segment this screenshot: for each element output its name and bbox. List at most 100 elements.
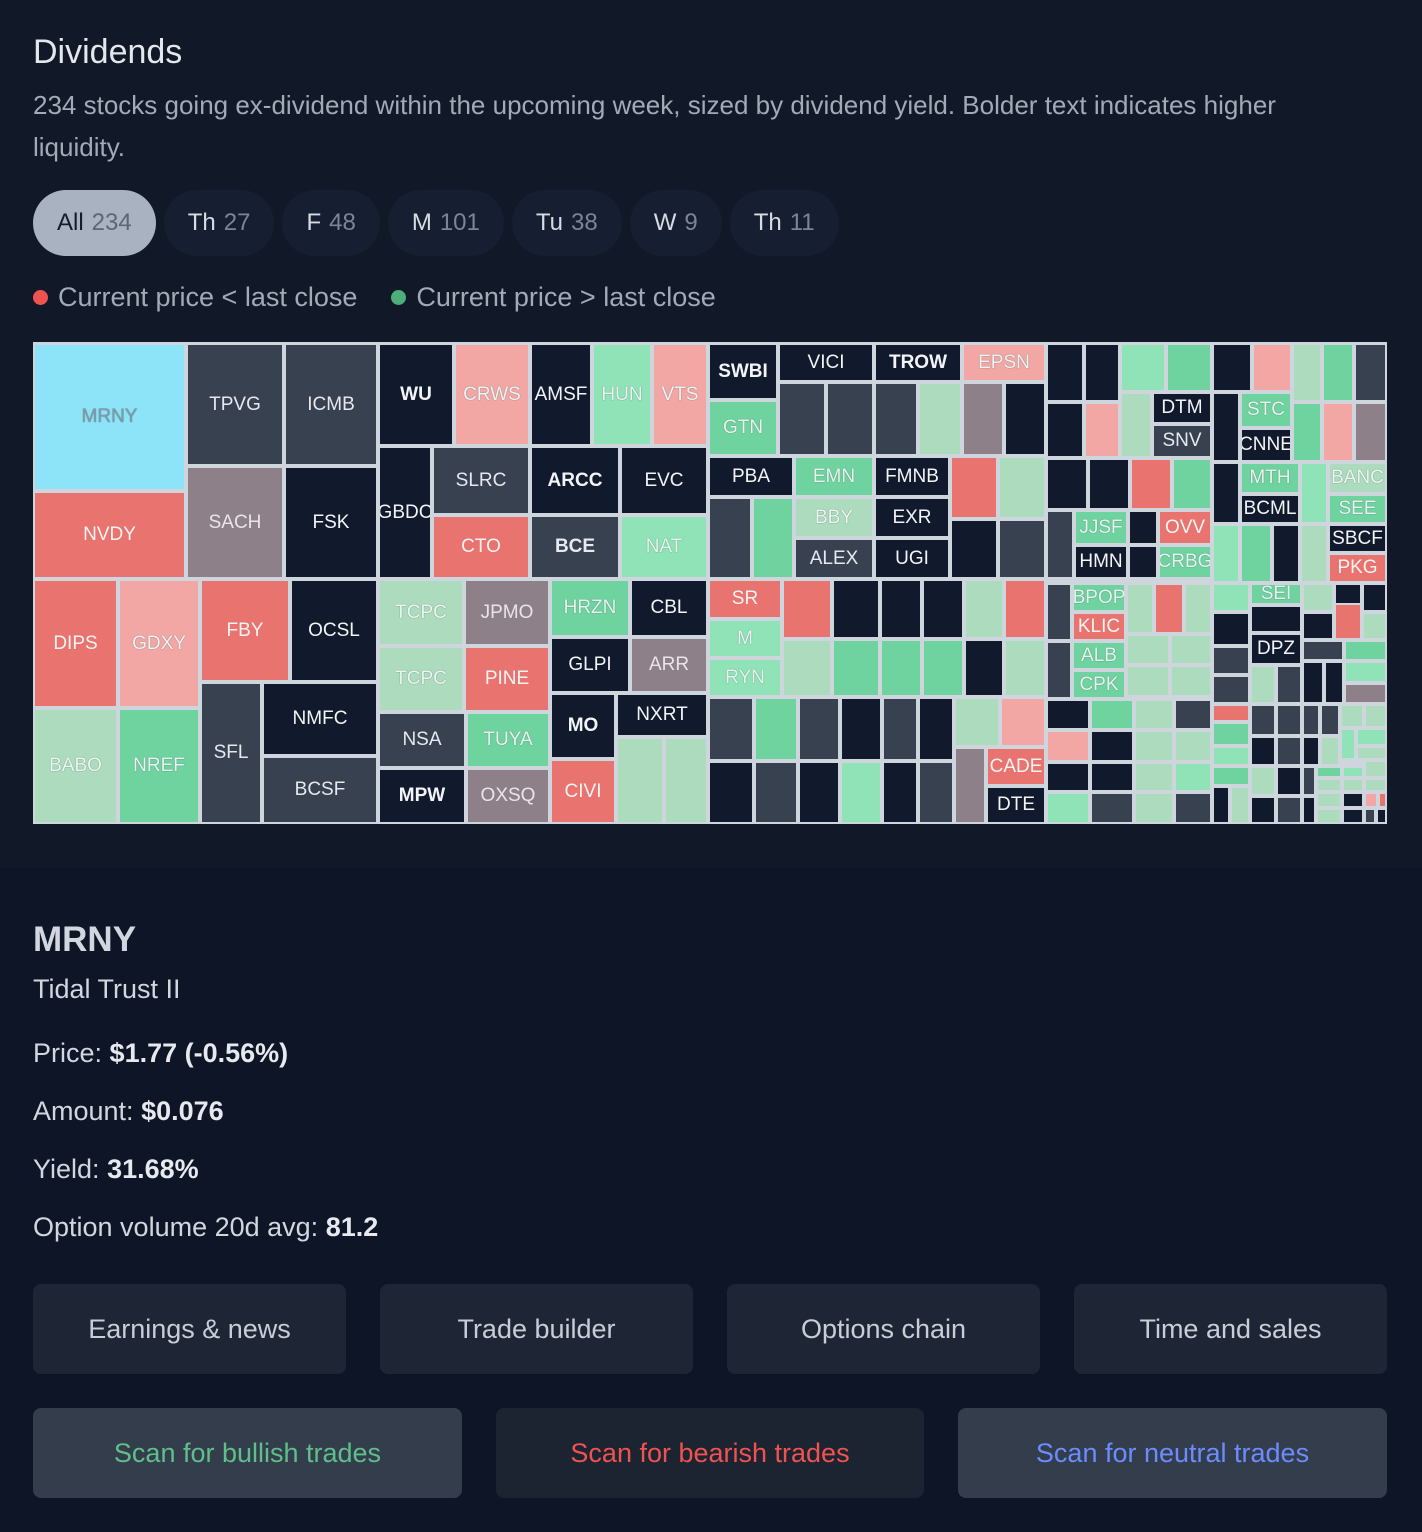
treemap-cell[interactable] bbox=[1000, 697, 1046, 747]
treemap-cell-slrc[interactable]: SLRC bbox=[432, 446, 530, 515]
treemap-cell[interactable] bbox=[1046, 792, 1090, 824]
treemap-cell[interactable] bbox=[1004, 382, 1046, 456]
treemap-cell[interactable] bbox=[1340, 704, 1364, 728]
treemap-cell[interactable] bbox=[1212, 392, 1240, 462]
treemap-cell-gbdc[interactable]: GBDC bbox=[378, 446, 432, 579]
treemap-cell[interactable] bbox=[1170, 634, 1212, 665]
treemap-cell[interactable] bbox=[962, 382, 1004, 456]
treemap-cell[interactable] bbox=[874, 382, 918, 456]
treemap-cell[interactable] bbox=[1364, 778, 1387, 792]
treemap-cell[interactable] bbox=[1364, 792, 1378, 808]
treemap-cell-cnne[interactable]: CNNE bbox=[1240, 428, 1292, 462]
treemap-cell-trow[interactable]: TROW bbox=[874, 343, 962, 382]
treemap-cell-swbi[interactable]: SWBI bbox=[708, 343, 778, 400]
treemap-cell[interactable] bbox=[1342, 766, 1364, 778]
treemap-cell[interactable] bbox=[664, 737, 708, 824]
treemap-cell-bcsf[interactable]: BCSF bbox=[262, 756, 378, 824]
treemap-cell[interactable] bbox=[1250, 605, 1302, 633]
treemap-cell[interactable] bbox=[782, 579, 832, 639]
tab-next-thursday[interactable]: Th 11 bbox=[729, 190, 839, 256]
treemap-cell[interactable] bbox=[1172, 458, 1212, 510]
treemap-cell[interactable] bbox=[1354, 402, 1387, 462]
treemap-cell[interactable] bbox=[1302, 661, 1324, 704]
treemap-cell-gtn[interactable]: GTN bbox=[708, 400, 778, 456]
treemap-cell[interactable] bbox=[1212, 786, 1230, 824]
treemap-cell-nvdy[interactable]: NVDY bbox=[33, 491, 186, 579]
treemap-cell-babo[interactable]: BABO bbox=[33, 708, 118, 824]
treemap-cell[interactable] bbox=[1090, 730, 1134, 762]
treemap-cell-ryn[interactable]: RYN bbox=[708, 658, 782, 697]
treemap-cell-ovv[interactable]: OVV bbox=[1158, 510, 1212, 545]
treemap-cell[interactable] bbox=[950, 456, 998, 519]
treemap-cell[interactable] bbox=[1212, 524, 1240, 583]
treemap-cell[interactable] bbox=[1322, 402, 1354, 462]
treemap-cell[interactable] bbox=[754, 761, 798, 824]
treemap-cell[interactable] bbox=[1134, 792, 1174, 824]
treemap-cell[interactable] bbox=[708, 761, 754, 824]
treemap-cell[interactable] bbox=[1046, 583, 1072, 641]
treemap-cell-dpz[interactable]: DPZ bbox=[1250, 633, 1302, 665]
treemap-cell-bcml[interactable]: BCML bbox=[1240, 494, 1300, 524]
treemap-cell[interactable] bbox=[1364, 704, 1387, 728]
treemap-cell-mth[interactable]: MTH bbox=[1240, 462, 1300, 494]
treemap-cell[interactable] bbox=[1046, 458, 1088, 510]
treemap-cell[interactable] bbox=[1316, 792, 1342, 808]
treemap-cell-dtm[interactable]: DTM bbox=[1152, 392, 1212, 424]
treemap-cell[interactable] bbox=[1088, 458, 1130, 510]
treemap-cell[interactable] bbox=[1250, 796, 1276, 824]
treemap-cell[interactable] bbox=[1356, 728, 1387, 746]
treemap-cell[interactable] bbox=[1340, 728, 1356, 760]
treemap-cell[interactable] bbox=[922, 639, 964, 697]
treemap-cell[interactable] bbox=[1126, 583, 1154, 634]
treemap-cell[interactable] bbox=[1046, 762, 1090, 792]
treemap-cell-vts[interactable]: VTS bbox=[652, 343, 708, 446]
treemap-cell-banc[interactable]: BANC bbox=[1328, 462, 1387, 494]
treemap-cell[interactable] bbox=[1046, 510, 1074, 579]
treemap-cell[interactable] bbox=[880, 579, 922, 639]
scan-bearish-button[interactable]: Scan for bearish trades bbox=[496, 1408, 924, 1498]
treemap-cell-sbcf[interactable]: SBCF bbox=[1328, 524, 1387, 553]
treemap-cell[interactable] bbox=[1342, 778, 1364, 792]
treemap-cell[interactable] bbox=[1250, 704, 1276, 736]
treemap-cell-sei[interactable]: SEI bbox=[1250, 583, 1302, 605]
treemap-cell[interactable] bbox=[1120, 392, 1152, 458]
treemap-cell-nsa[interactable]: NSA bbox=[378, 712, 466, 768]
treemap-cell[interactable] bbox=[1090, 762, 1134, 792]
treemap-cell-bpop[interactable]: BPOP bbox=[1072, 583, 1126, 612]
treemap-cell[interactable] bbox=[964, 639, 1004, 697]
treemap-cell[interactable] bbox=[1174, 730, 1212, 762]
treemap-cell[interactable] bbox=[1046, 402, 1084, 458]
treemap-cell[interactable] bbox=[1344, 683, 1387, 704]
treemap-cell[interactable] bbox=[1322, 343, 1354, 402]
treemap-cell[interactable] bbox=[1126, 634, 1170, 665]
treemap-cell[interactable] bbox=[1134, 699, 1174, 730]
tab-tuesday[interactable]: Tu 38 bbox=[511, 190, 622, 256]
trade-builder-button[interactable]: Trade builder bbox=[380, 1284, 693, 1374]
treemap-cell[interactable] bbox=[616, 737, 664, 824]
treemap-cell-exr[interactable]: EXR bbox=[874, 497, 950, 538]
treemap-cell[interactable] bbox=[918, 761, 954, 824]
treemap-cell[interactable] bbox=[1302, 583, 1334, 612]
treemap-cell[interactable] bbox=[1320, 736, 1340, 766]
treemap-cell[interactable] bbox=[998, 456, 1046, 519]
treemap-cell[interactable] bbox=[1324, 661, 1344, 704]
treemap-cell-oxsq[interactable]: OXSQ bbox=[466, 768, 550, 824]
treemap-cell[interactable] bbox=[1250, 736, 1276, 766]
treemap-cell[interactable] bbox=[922, 579, 964, 639]
treemap-cell[interactable] bbox=[1046, 730, 1090, 762]
treemap-cell[interactable] bbox=[1134, 762, 1174, 792]
treemap-cell-alex[interactable]: ALEX bbox=[794, 538, 874, 579]
treemap-cell[interactable] bbox=[1300, 524, 1328, 583]
treemap-cell[interactable] bbox=[1090, 792, 1134, 824]
treemap-cell[interactable] bbox=[1128, 545, 1158, 579]
treemap-cell[interactable] bbox=[1046, 343, 1084, 402]
treemap-cell-gdxy[interactable]: GDXY bbox=[118, 579, 200, 708]
treemap-cell[interactable] bbox=[1276, 766, 1302, 796]
treemap-cell-tcpc[interactable]: TCPC bbox=[378, 579, 464, 646]
treemap-cell-nat[interactable]: NAT bbox=[620, 515, 708, 579]
treemap-cell-crbg[interactable]: CRBG bbox=[1158, 545, 1212, 579]
treemap-cell-ugi[interactable]: UGI bbox=[874, 538, 950, 579]
treemap-cell[interactable] bbox=[708, 497, 752, 579]
treemap-cell[interactable] bbox=[1212, 675, 1250, 704]
treemap-cell[interactable] bbox=[1302, 796, 1316, 824]
